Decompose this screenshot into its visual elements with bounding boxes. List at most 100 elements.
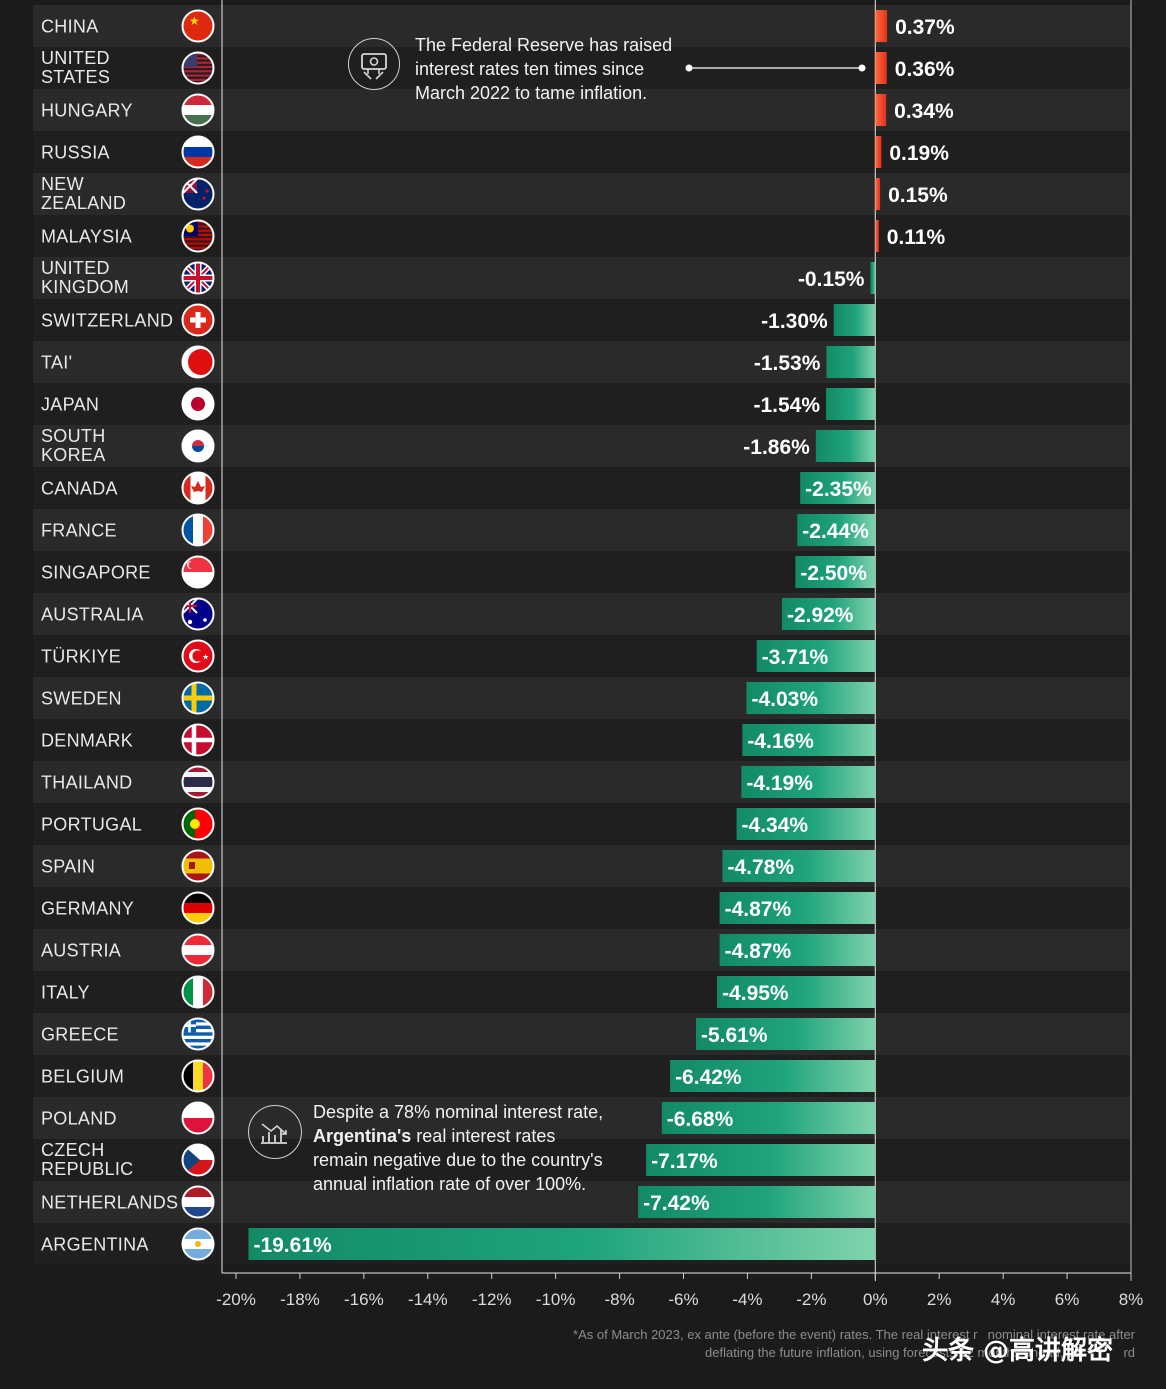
x-tick-label: -18% bbox=[280, 1290, 320, 1309]
row-band bbox=[33, 341, 1131, 383]
country-label-line: STATES bbox=[41, 67, 110, 87]
argentina-annotation-line: remain negative due to the country's bbox=[313, 1148, 633, 1172]
data-bar bbox=[722, 850, 876, 882]
footnote: *As of March 2023, ex ante (before the e… bbox=[430, 1326, 1135, 1362]
value-label: -5.61% bbox=[701, 1024, 768, 1047]
annotation-text-run: remain negative due to the country's bbox=[313, 1150, 603, 1170]
data-bar bbox=[661, 1102, 876, 1134]
row-band bbox=[33, 719, 1131, 761]
row-band bbox=[33, 845, 1131, 887]
data-bar bbox=[875, 178, 881, 210]
data-bar bbox=[741, 766, 876, 798]
row-band bbox=[33, 635, 1131, 677]
data-bar bbox=[826, 346, 876, 378]
country-label: GREECE bbox=[41, 1025, 119, 1045]
country-label: GERMANY bbox=[41, 899, 134, 919]
value-label: -6.68% bbox=[667, 1108, 734, 1131]
country-label-line: CZECH bbox=[41, 1140, 105, 1160]
country-label: FRANCE bbox=[41, 521, 117, 541]
argentina-annotation: Despite a 78% nominal interest rate, Arge… bbox=[313, 1100, 633, 1196]
value-label: 0.34% bbox=[894, 100, 954, 123]
country-label: POLAND bbox=[41, 1109, 117, 1129]
row-band bbox=[33, 1013, 1131, 1055]
data-bar bbox=[875, 52, 887, 84]
country-label-line: SOUTH bbox=[41, 426, 106, 446]
row-band bbox=[33, 593, 1131, 635]
value-label: -4.78% bbox=[727, 856, 794, 879]
turkiye-flag: ★ bbox=[181, 639, 215, 673]
czech-republic-flag bbox=[181, 1143, 215, 1177]
data-bar bbox=[719, 934, 876, 966]
country-label: UNITED STATES bbox=[41, 48, 110, 87]
argentina-flag bbox=[181, 1227, 215, 1261]
obscured-flag bbox=[181, 345, 215, 379]
row-band bbox=[33, 89, 1131, 131]
row-band bbox=[33, 257, 1131, 299]
value-label: -4.03% bbox=[751, 688, 818, 711]
value-label: -2.92% bbox=[787, 604, 854, 627]
country-label: AUSTRIA bbox=[41, 941, 121, 961]
country-label: SPAIN bbox=[41, 857, 95, 877]
row-band bbox=[33, 1055, 1131, 1097]
argentina-annotation-line: Despite a 78% nominal interest rate, bbox=[313, 1100, 633, 1124]
country-label: CANADA bbox=[41, 479, 118, 499]
singapore-flag bbox=[181, 555, 215, 589]
country-label: SOUTH KOREA bbox=[41, 426, 106, 465]
value-label: -6.42% bbox=[675, 1066, 742, 1089]
data-bar bbox=[248, 1228, 876, 1260]
row-band bbox=[33, 131, 1131, 173]
row-band bbox=[33, 173, 1131, 215]
value-label: -1.54% bbox=[754, 394, 821, 417]
data-bar bbox=[870, 262, 876, 294]
data-bar bbox=[742, 724, 876, 756]
row-band bbox=[33, 299, 1131, 341]
new-zealand-flag bbox=[181, 177, 215, 211]
country-label: NETHERLANDS bbox=[41, 1193, 178, 1213]
country-label-line: ZEALAND bbox=[41, 193, 126, 213]
data-bar bbox=[815, 430, 876, 462]
country-label: DENMARK bbox=[41, 731, 133, 751]
annotation-text-run: annual inflation rate of over 100%. bbox=[313, 1174, 587, 1194]
row-band bbox=[33, 383, 1131, 425]
country-label-line: REPUBLIC bbox=[41, 1159, 133, 1179]
data-bar bbox=[736, 808, 876, 840]
row-band bbox=[33, 425, 1131, 467]
value-label: -3.71% bbox=[762, 646, 829, 669]
x-tick-label: -2% bbox=[796, 1290, 826, 1309]
money-icon bbox=[348, 38, 400, 90]
data-bar bbox=[717, 976, 876, 1008]
fed-annotation-line: March 2022 to tame inflation. bbox=[415, 83, 648, 103]
country-label: THAILAND bbox=[41, 773, 132, 793]
data-bar bbox=[646, 1144, 876, 1176]
value-label: -4.87% bbox=[725, 940, 792, 963]
data-bar bbox=[781, 598, 876, 630]
footnote-line-tail: nominal interest rate after bbox=[987, 1327, 1135, 1342]
china-flag: ★ bbox=[181, 9, 215, 43]
hungary-flag bbox=[181, 93, 215, 127]
row-band bbox=[33, 47, 1131, 89]
country-label: JAPAN bbox=[41, 395, 99, 415]
country-label: SINGAPORE bbox=[41, 563, 151, 583]
country-label: CZECH REPUBLIC bbox=[41, 1140, 133, 1179]
value-label: 0.11% bbox=[887, 226, 946, 249]
row-band bbox=[33, 5, 1131, 47]
country-label: AUSTRALIA bbox=[41, 605, 144, 625]
x-tick-label: 2% bbox=[927, 1290, 952, 1309]
fed-annotation-line: The Federal Reserve has raised bbox=[415, 35, 673, 55]
x-tick-label: 4% bbox=[991, 1290, 1016, 1309]
row-band bbox=[33, 1097, 1131, 1139]
row-band bbox=[33, 467, 1131, 509]
united-kingdom-flag bbox=[181, 261, 215, 295]
canada-flag bbox=[181, 471, 215, 505]
austria-flag bbox=[181, 933, 215, 967]
country-label: SWEDEN bbox=[41, 689, 122, 709]
poland-flag bbox=[181, 1101, 215, 1135]
italy-flag bbox=[181, 975, 215, 1009]
row-band bbox=[33, 677, 1131, 719]
data-bar bbox=[875, 94, 887, 126]
x-tick-label: -20% bbox=[216, 1290, 256, 1309]
germany-flag bbox=[181, 891, 215, 925]
greece-flag bbox=[181, 1017, 215, 1051]
x-tick-label: -4% bbox=[732, 1290, 762, 1309]
